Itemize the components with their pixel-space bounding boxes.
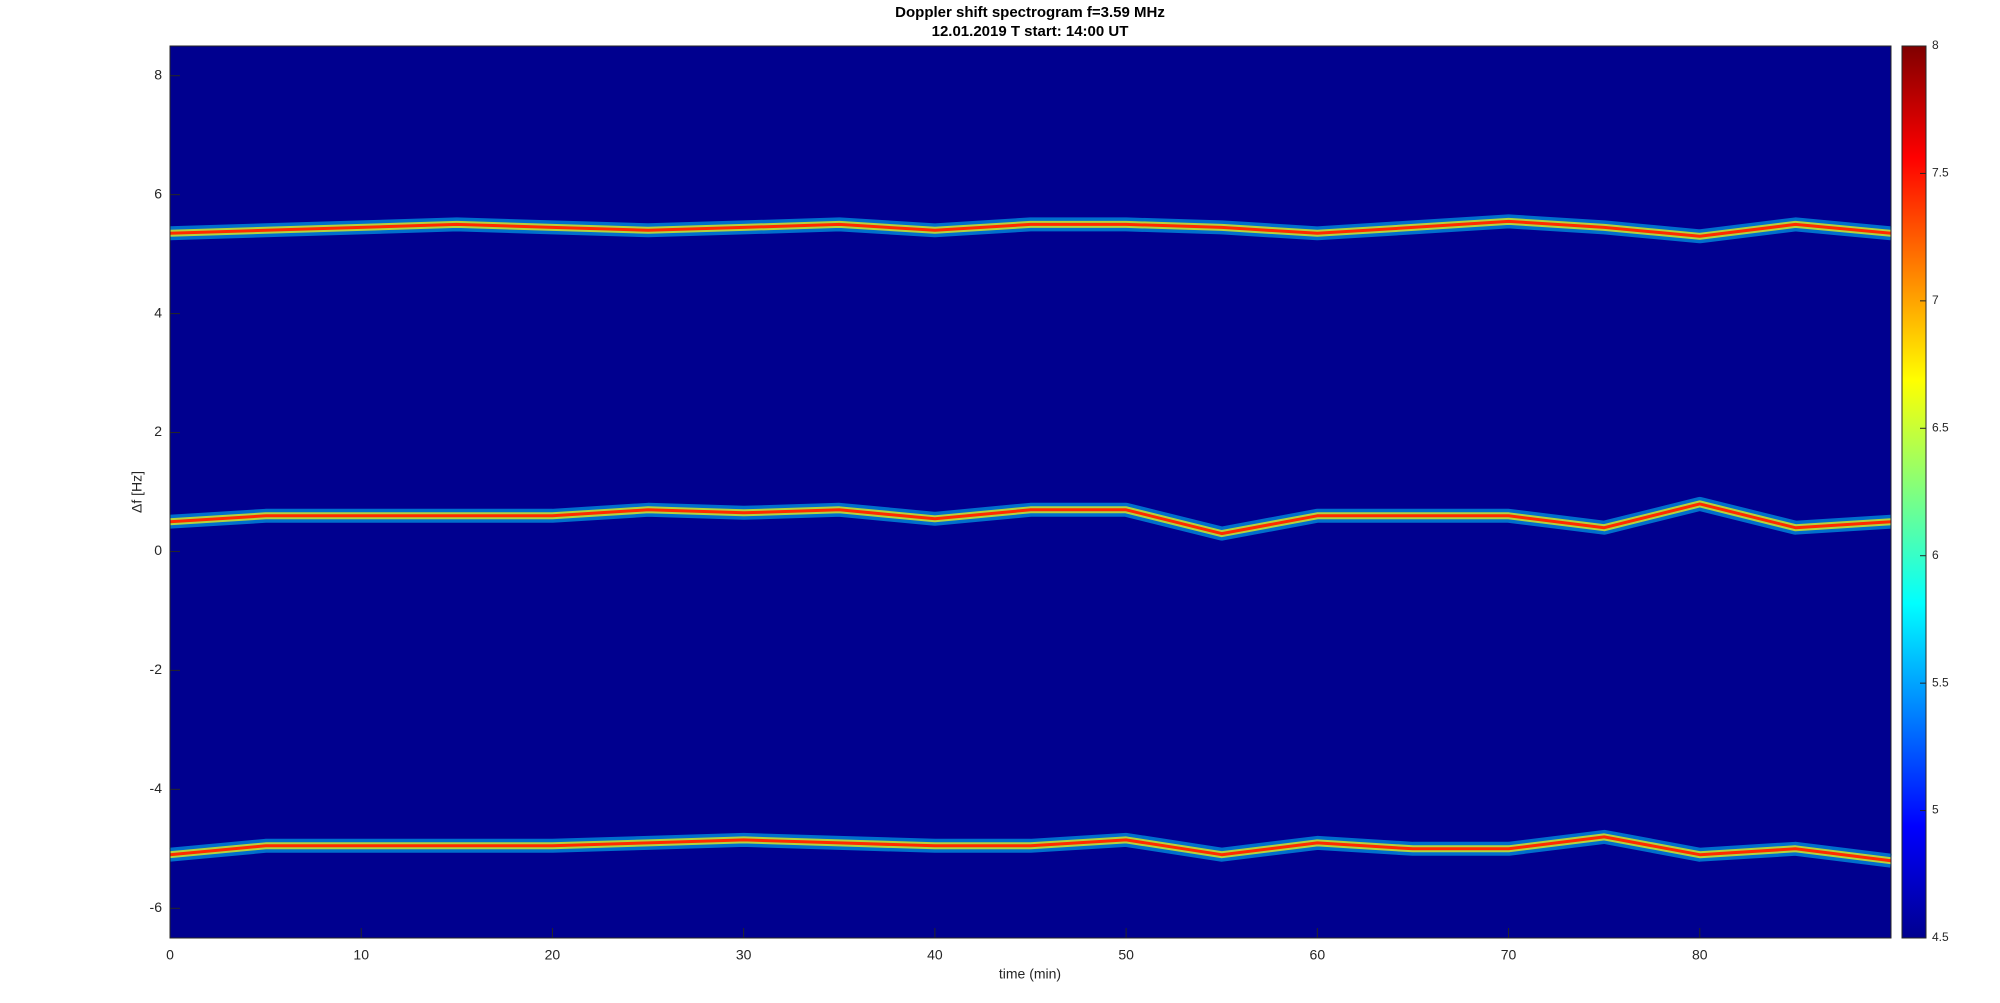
y-tick-label: 2 (154, 423, 162, 439)
plot-frame (169, 45, 1892, 939)
y-tick-label: -4 (150, 780, 163, 796)
colorbar-tick-label: 8 (1932, 38, 1939, 52)
y-tick-label: -2 (150, 661, 163, 677)
x-tick-label: 20 (545, 947, 561, 963)
x-tick-label: 30 (736, 947, 752, 963)
colorbar-tick-label: 7.5 (1932, 166, 1949, 180)
ridge-line (169, 835, 1892, 863)
plot-background (170, 46, 1891, 938)
y-tick-label: -6 (150, 899, 163, 915)
y-tick-label: 0 (154, 542, 162, 558)
ridge-line (169, 502, 1892, 536)
colorbar (1901, 45, 1927, 939)
colorbar-tick-label: 5 (1932, 803, 1939, 817)
colorbar-tick-label: 6.5 (1932, 420, 1949, 434)
x-tick-label: 0 (166, 947, 174, 963)
y-tick-label: 6 (154, 185, 162, 201)
chart-title: Doppler shift spectrogram f=3.59 MHz (895, 4, 1165, 21)
y-tick-label: 4 (154, 304, 162, 320)
y-axis-label: Δf [Hz] (129, 471, 145, 513)
x-tick-label: 10 (353, 947, 369, 963)
x-tick-label: 80 (1692, 947, 1708, 963)
chart-subtitle: 12.01.2019 T start: 14:00 UT (932, 23, 1129, 40)
y-tick-label: 8 (154, 66, 162, 82)
ridge-line (169, 219, 1892, 238)
x-axis-label: time (min) (999, 966, 1061, 982)
colorbar-tick-label: 7 (1932, 293, 1939, 307)
colorbar-tick-label: 6 (1932, 548, 1939, 562)
colorbar-tick-label: 5.5 (1932, 675, 1949, 689)
colorbar-tick-label: 4.5 (1932, 930, 1949, 944)
x-tick-label: 40 (927, 947, 943, 963)
x-tick-label: 50 (1118, 947, 1134, 963)
x-tick-label: 70 (1501, 947, 1517, 963)
x-tick-label: 60 (1310, 947, 1326, 963)
